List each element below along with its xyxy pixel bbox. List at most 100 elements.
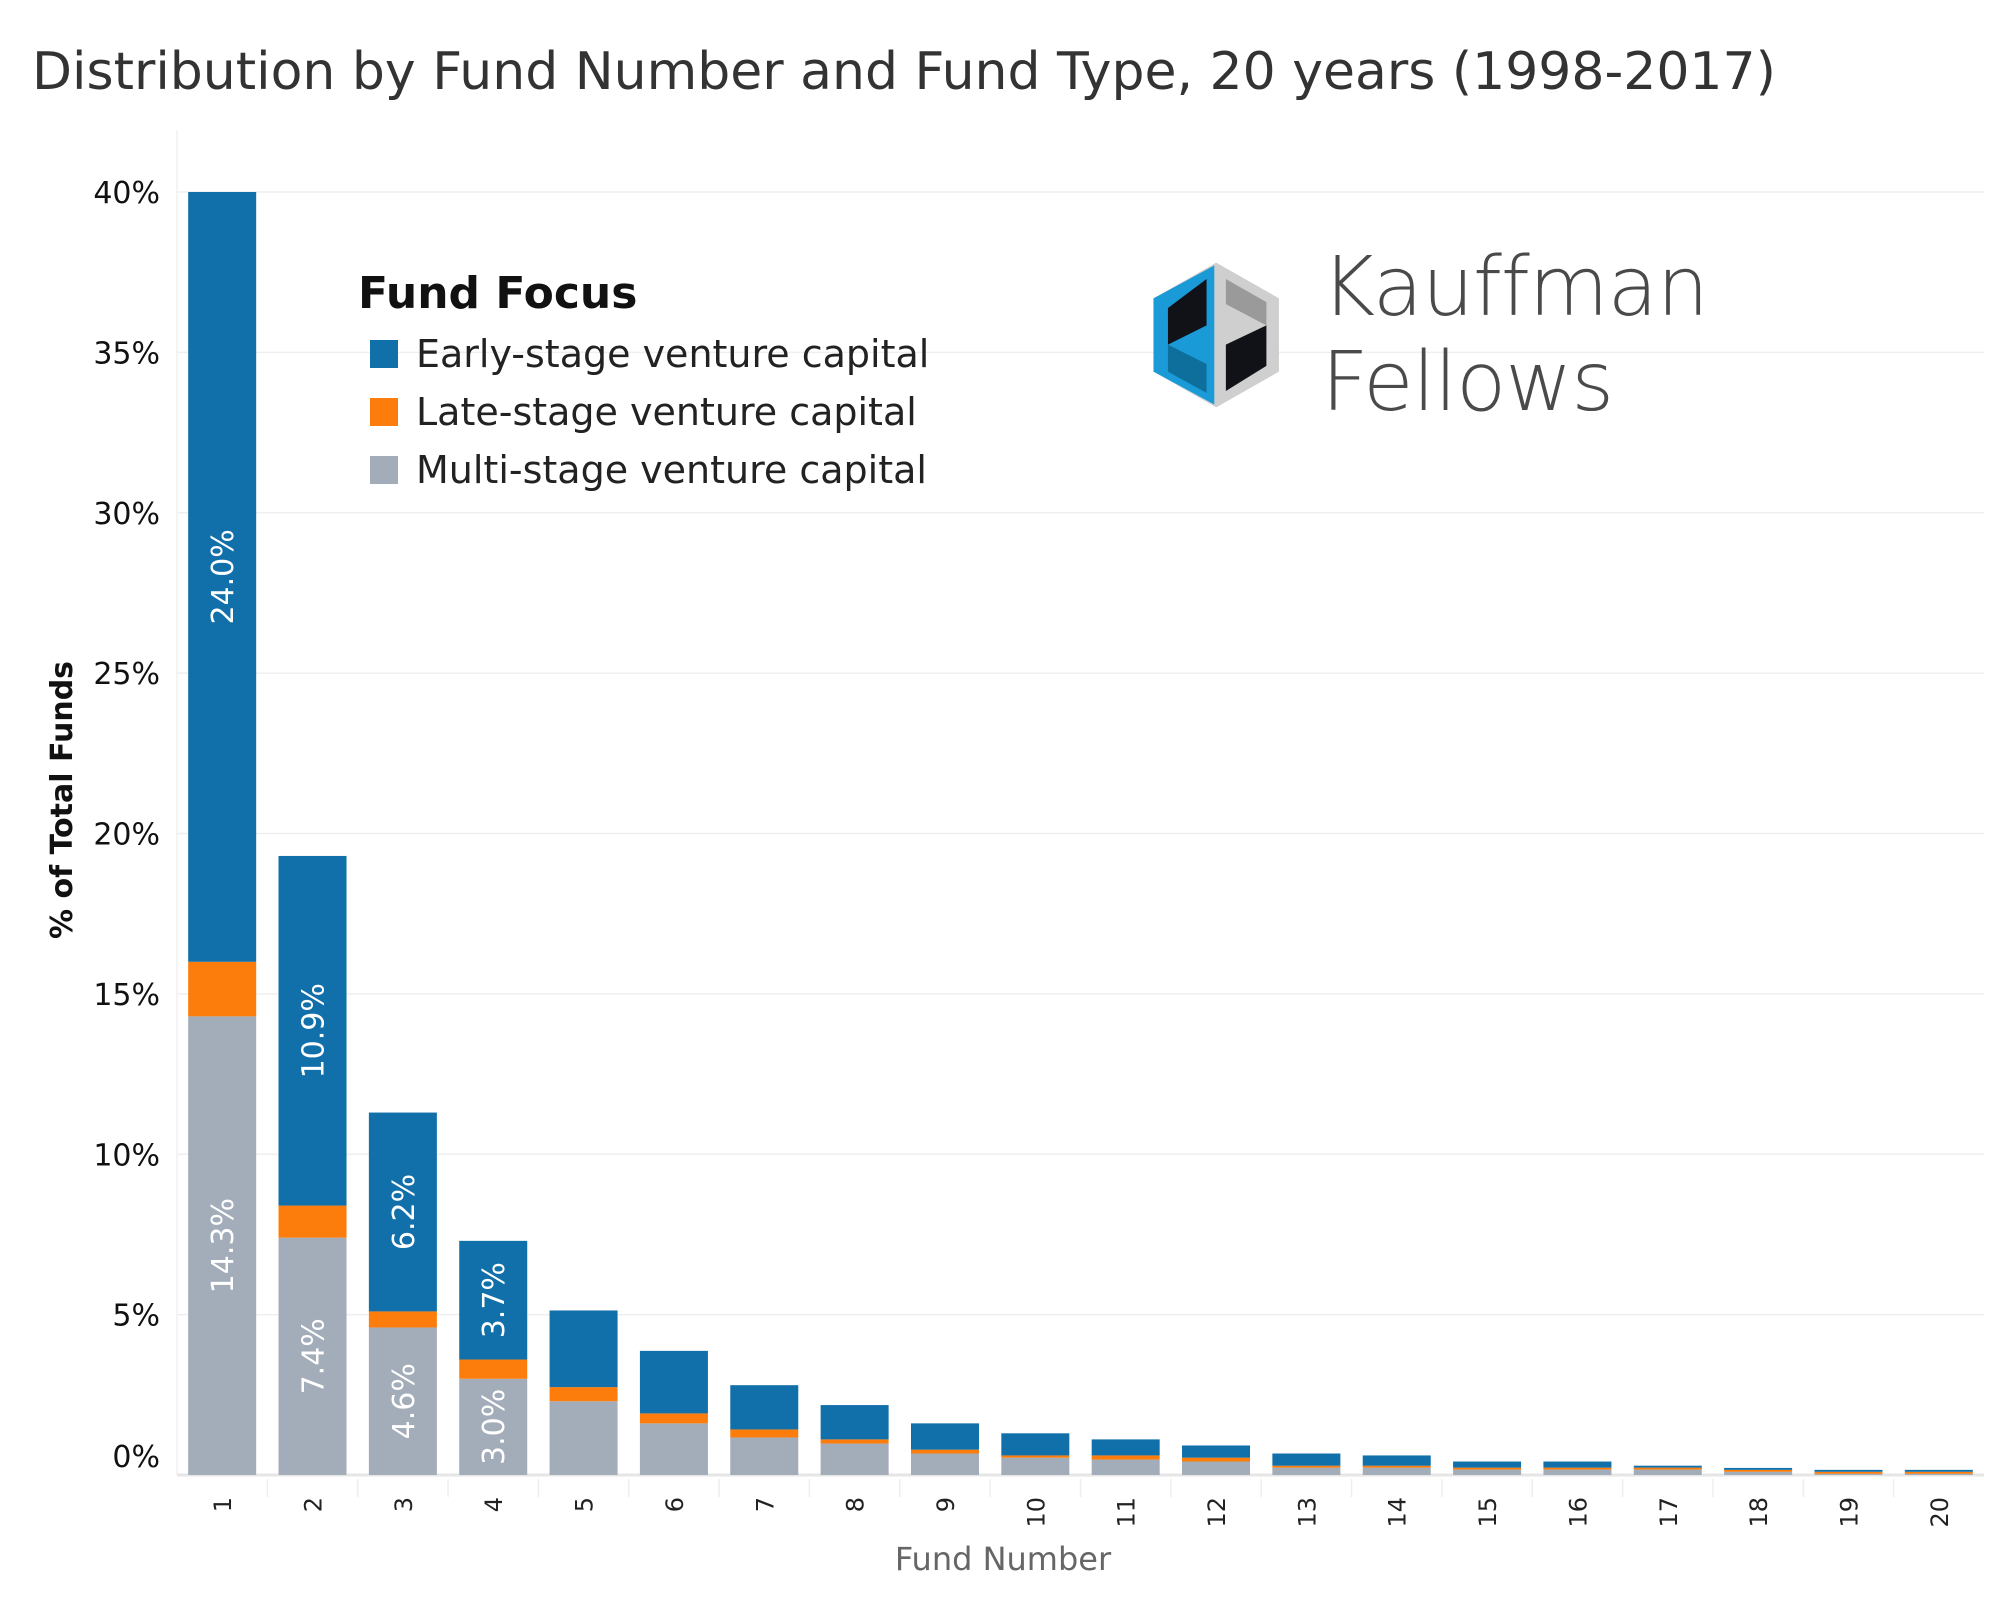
data-label: 4.6% bbox=[387, 1363, 422, 1439]
x-tick-label: 18 bbox=[1745, 1497, 1773, 1528]
bar-segment bbox=[459, 1359, 528, 1379]
bar-segment bbox=[730, 1385, 799, 1430]
y-tick-label: 15% bbox=[93, 978, 160, 1013]
bar-segment bbox=[1001, 1457, 1070, 1475]
legend-label: Late-stage venture capital bbox=[416, 390, 917, 434]
bar-segment bbox=[1633, 1467, 1702, 1470]
data-label: 10.9% bbox=[297, 983, 332, 1078]
bar-segment bbox=[820, 1439, 889, 1444]
y-tick-label: 35% bbox=[93, 336, 160, 371]
bar-segment bbox=[1543, 1469, 1612, 1475]
x-tick-label: 7 bbox=[751, 1497, 779, 1512]
bar-segment bbox=[1724, 1469, 1793, 1472]
bar-segment bbox=[368, 1327, 437, 1475]
bar-segment bbox=[188, 1016, 257, 1475]
data-label: 24.0% bbox=[206, 529, 241, 624]
bar-segment bbox=[1091, 1439, 1160, 1456]
x-tick-label: 11 bbox=[1113, 1497, 1141, 1528]
bar-segment bbox=[1904, 1471, 1973, 1474]
y-tick-label: 40% bbox=[93, 176, 160, 211]
bar-segment bbox=[1543, 1467, 1612, 1470]
bar-segment bbox=[1453, 1467, 1522, 1470]
y-tick-label: 30% bbox=[93, 497, 160, 532]
bar-segment bbox=[459, 1240, 528, 1360]
x-tick-label: 16 bbox=[1564, 1497, 1592, 1528]
x-tick-label: 6 bbox=[661, 1497, 689, 1512]
data-label: 14.3% bbox=[206, 1198, 241, 1293]
bar-segment bbox=[1362, 1467, 1431, 1475]
y-axis-title: % of Total Funds bbox=[45, 661, 80, 939]
legend-item: Late-stage venture capital bbox=[358, 383, 929, 441]
legend-title: Fund Focus bbox=[358, 268, 638, 319]
legend-swatch bbox=[370, 456, 398, 484]
data-label: 7.4% bbox=[297, 1318, 332, 1394]
x-tick-label: 4 bbox=[480, 1497, 508, 1512]
bar-segment bbox=[730, 1437, 799, 1475]
bar-segment bbox=[910, 1423, 979, 1450]
legend-swatch bbox=[370, 340, 398, 368]
bar-segment bbox=[1904, 1473, 1973, 1475]
bar-segment bbox=[278, 1205, 347, 1238]
bar-segment bbox=[639, 1423, 708, 1475]
bar-segment bbox=[1362, 1465, 1431, 1468]
bar-segment bbox=[1362, 1455, 1431, 1466]
y-tick-label: 25% bbox=[93, 657, 160, 692]
bar-segment bbox=[1091, 1455, 1160, 1460]
bar-segment bbox=[549, 1310, 618, 1388]
bar-segment bbox=[1182, 1461, 1251, 1475]
chart-title: Distribution by Fund Number and Fund Typ… bbox=[32, 42, 1776, 102]
y-tick-label: 0% bbox=[112, 1440, 160, 1475]
legend-swatch bbox=[370, 398, 398, 426]
bar-segment bbox=[459, 1378, 528, 1475]
x-tick-label: 13 bbox=[1293, 1497, 1321, 1528]
bar-segment bbox=[368, 1311, 437, 1328]
bar-segment bbox=[1724, 1467, 1793, 1470]
bar-segment bbox=[1543, 1461, 1612, 1468]
y-tick-label: 20% bbox=[93, 818, 160, 853]
hexagon-logo-icon bbox=[1153, 262, 1279, 408]
bar-segment bbox=[1633, 1469, 1702, 1475]
x-tick-label: 3 bbox=[390, 1497, 418, 1512]
y-tick-label: 5% bbox=[112, 1299, 160, 1334]
bar-segment bbox=[639, 1413, 708, 1424]
logo-text: Kauffman Fellows bbox=[1321, 240, 1708, 430]
bar-segment bbox=[730, 1429, 799, 1438]
bar-segment bbox=[1904, 1469, 1973, 1472]
x-tick-label: 20 bbox=[1926, 1497, 1954, 1528]
bar-segment bbox=[1453, 1461, 1522, 1468]
data-label: 3.7% bbox=[477, 1262, 512, 1338]
data-label: 3.0% bbox=[477, 1389, 512, 1465]
bar-segment bbox=[1814, 1473, 1883, 1475]
x-tick-label: 12 bbox=[1203, 1497, 1231, 1528]
bar-segment bbox=[1091, 1459, 1160, 1475]
bar-segment bbox=[639, 1350, 708, 1414]
x-tick-label: 8 bbox=[842, 1497, 870, 1512]
legend-item: Multi-stage venture capital bbox=[358, 441, 929, 499]
bar-segment bbox=[1001, 1433, 1070, 1456]
bar-segment bbox=[368, 1112, 437, 1312]
bar-segment bbox=[820, 1405, 889, 1440]
bar-segment bbox=[278, 1237, 347, 1475]
legend: Fund Focus Early-stage venture capital La… bbox=[358, 268, 929, 499]
kauffman-fellows-logo: Kauffman Fellows bbox=[1139, 240, 2000, 430]
x-tick-label: 10 bbox=[1022, 1497, 1050, 1528]
bar-segment bbox=[1001, 1455, 1070, 1458]
x-axis-title: Fund Number bbox=[895, 1540, 1112, 1578]
legend-item: Early-stage venture capital bbox=[358, 325, 929, 383]
x-tick-label: 17 bbox=[1655, 1497, 1683, 1528]
x-tick-label: 15 bbox=[1474, 1497, 1502, 1528]
bar-segment bbox=[1272, 1453, 1341, 1466]
bar-segment bbox=[1453, 1469, 1522, 1475]
legend-label: Multi-stage venture capital bbox=[416, 448, 927, 492]
bar-segment bbox=[549, 1387, 618, 1402]
x-tick-label: 2 bbox=[300, 1497, 328, 1512]
bar-segment bbox=[278, 855, 347, 1206]
bar-segment bbox=[1724, 1471, 1793, 1475]
y-tick-label: 10% bbox=[93, 1138, 160, 1173]
x-tick-label: 14 bbox=[1384, 1497, 1412, 1528]
x-tick-label: 9 bbox=[932, 1497, 960, 1512]
bar-segment bbox=[188, 961, 257, 1017]
bar-segment bbox=[820, 1443, 889, 1475]
x-tick-label: 1 bbox=[209, 1497, 237, 1512]
